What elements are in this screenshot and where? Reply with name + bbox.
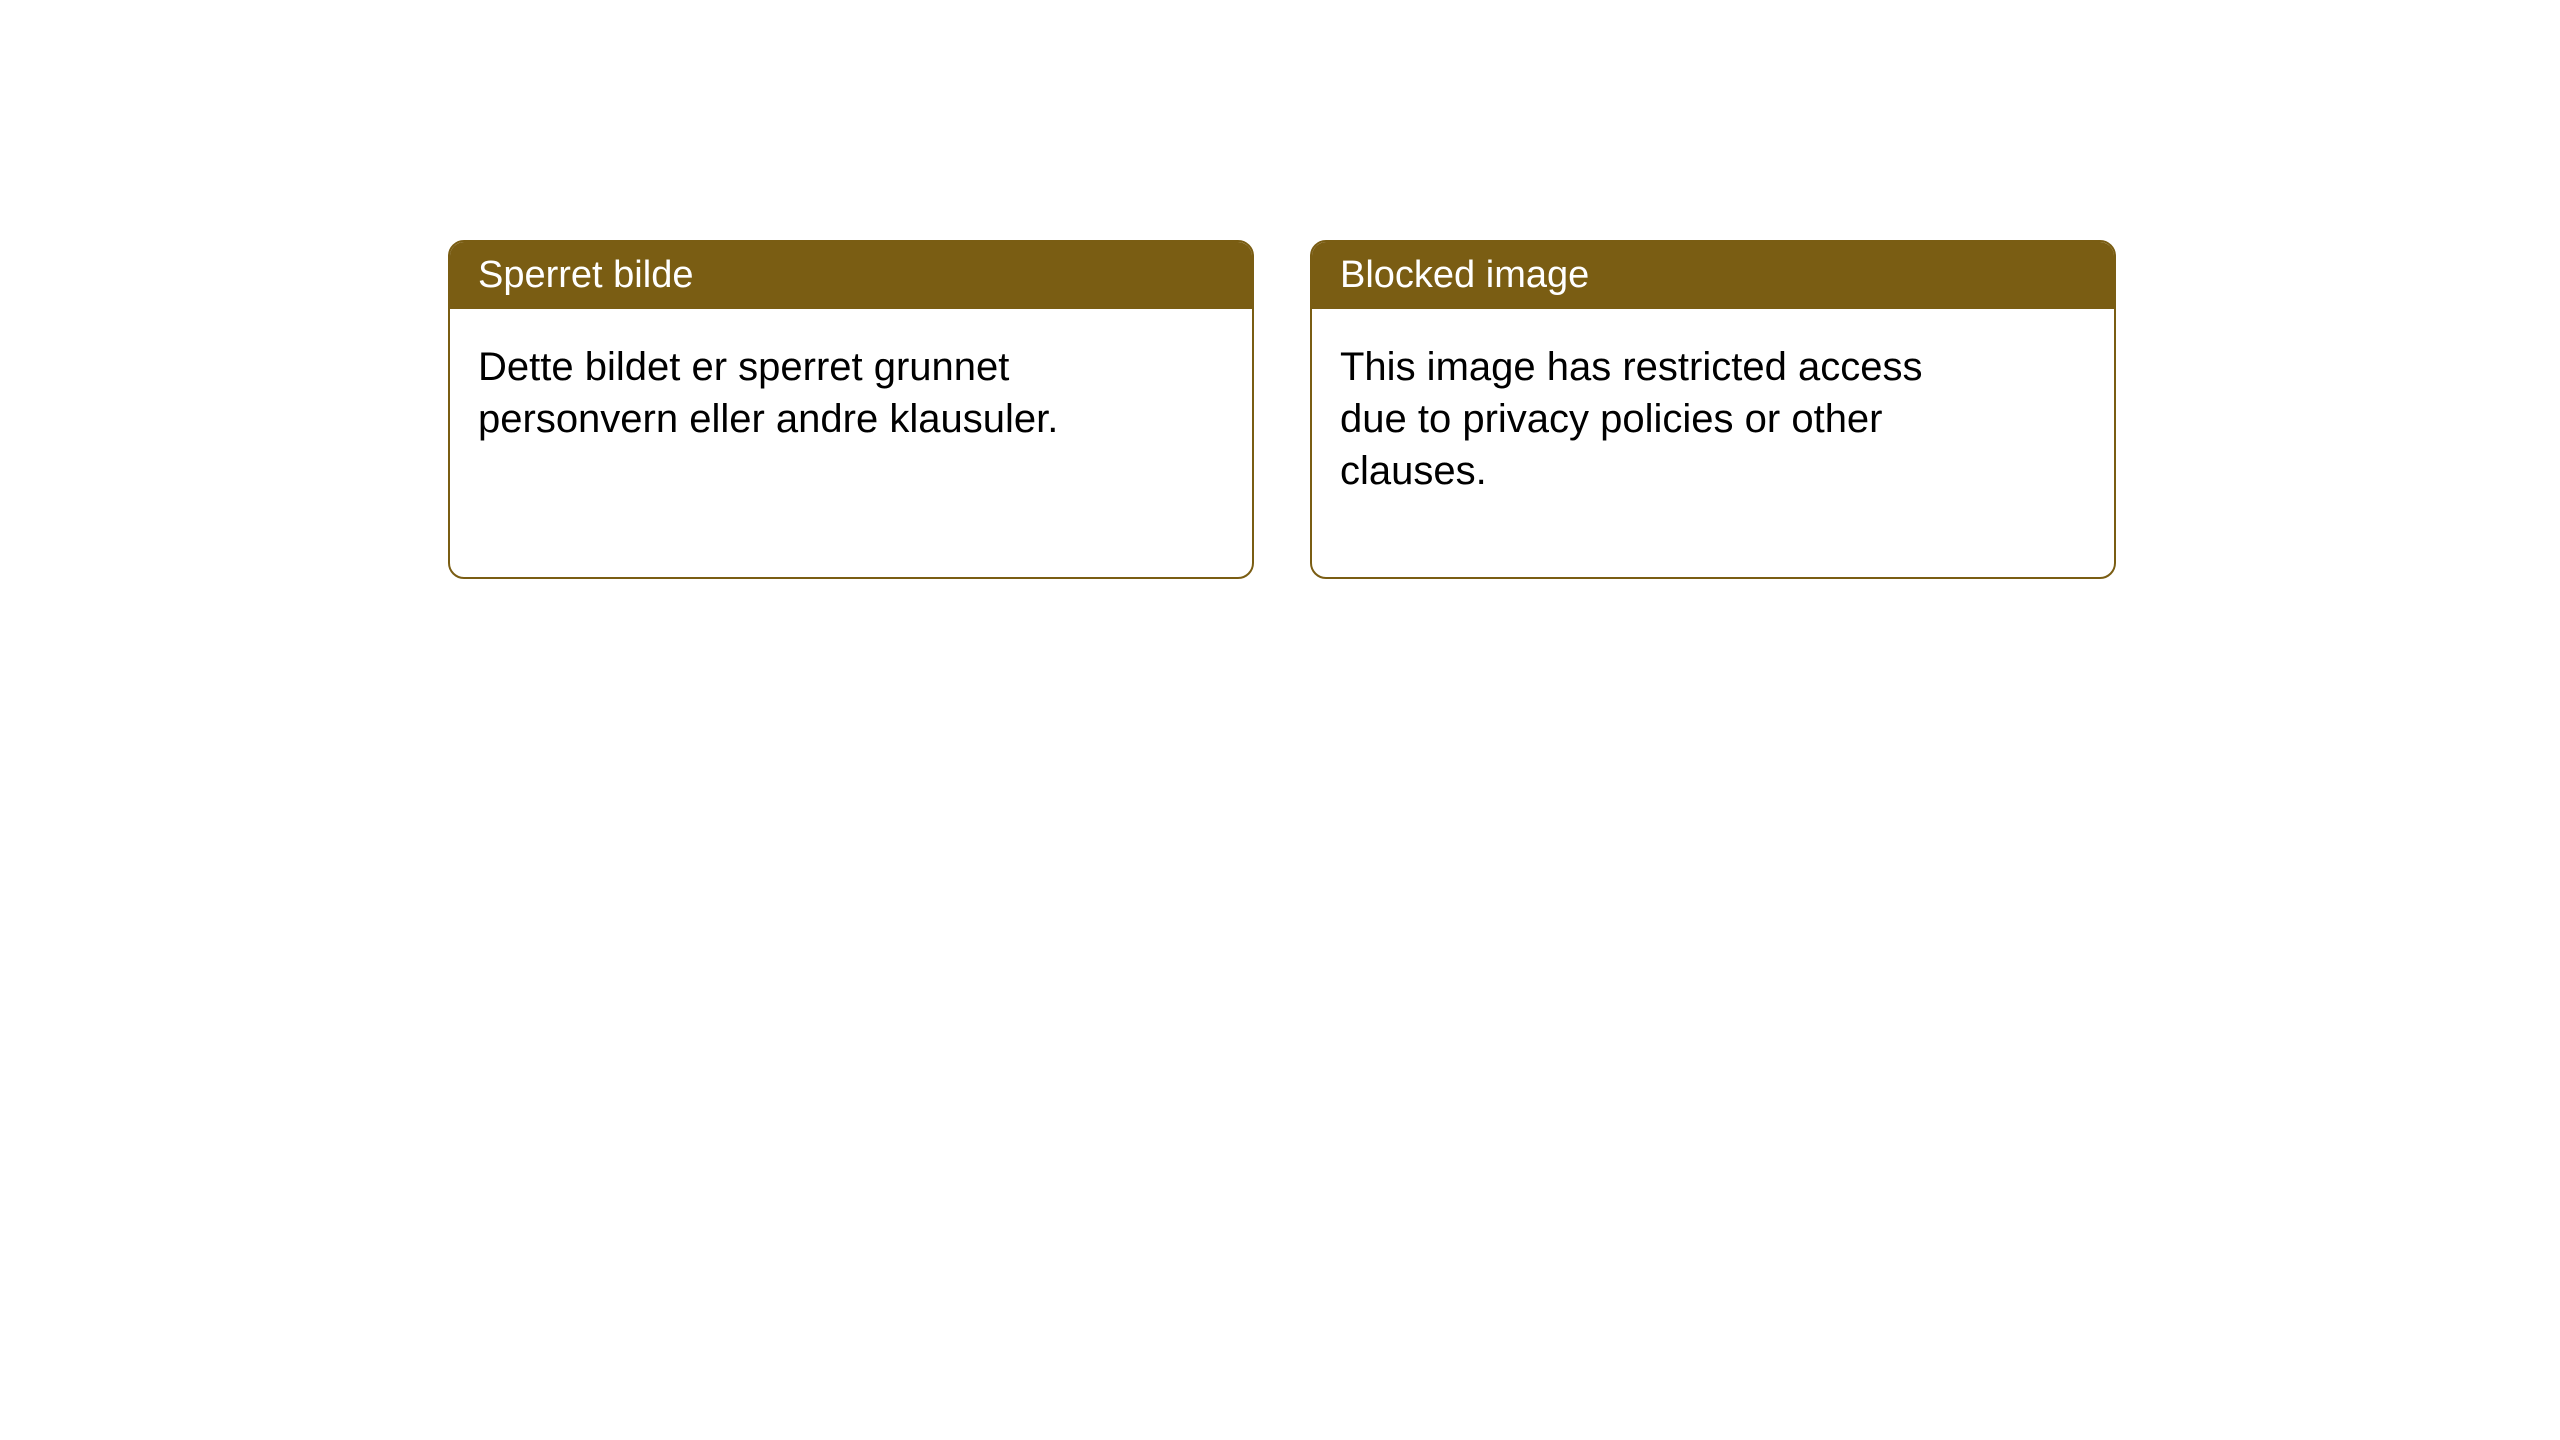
card-header-english: Blocked image xyxy=(1312,242,2114,309)
card-body-english: This image has restricted access due to … xyxy=(1312,309,2012,577)
blocked-image-notices: Sperret bilde Dette bildet er sperret gr… xyxy=(448,240,2560,579)
blocked-image-card-english: Blocked image This image has restricted … xyxy=(1310,240,2116,579)
blocked-image-card-norwegian: Sperret bilde Dette bildet er sperret gr… xyxy=(448,240,1254,579)
card-body-norwegian: Dette bildet er sperret grunnet personve… xyxy=(450,309,1150,525)
card-header-norwegian: Sperret bilde xyxy=(450,242,1252,309)
